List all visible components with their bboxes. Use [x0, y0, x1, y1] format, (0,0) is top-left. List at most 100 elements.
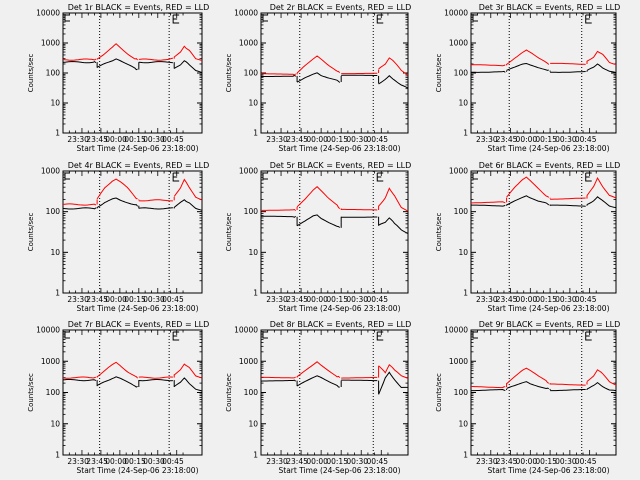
corner-marker: [472, 14, 478, 22]
y-tick-label: 100: [454, 207, 469, 216]
x-tick-label: 00:15: [124, 295, 146, 304]
y-tick-label: 100: [244, 69, 259, 78]
events-line: [378, 217, 409, 234]
events-line: [173, 377, 203, 392]
y-tick-label: 10: [458, 99, 468, 108]
lld-line: [96, 178, 138, 200]
y-tick-label: 100: [244, 388, 259, 397]
x-tick-label: 23:30: [67, 457, 89, 466]
y-tick-label: 1000: [41, 39, 60, 48]
plot-frame: [62, 170, 203, 294]
y-tick-label: 1: [253, 450, 258, 459]
lld-line: [550, 197, 586, 200]
panel-title: Det 6r BLACK = Events, RED = LLD: [479, 161, 621, 170]
panel-title: Det 4r BLACK = Events, RED = LLD: [68, 161, 210, 170]
panel-4: Det 4r BLACK = Events, RED = LLD 1 10 100 10…: [27, 161, 209, 313]
y-tick-label: 1: [463, 450, 468, 459]
x-tick-label: 00:00: [516, 135, 538, 144]
y-axis-label: Counts/sec: [27, 54, 35, 93]
y-tick-label: 10: [248, 419, 258, 428]
corner-marker: [64, 331, 70, 339]
x-tick-label: 00:45: [162, 135, 184, 144]
panel-title: Det 5r BLACK = Events, RED = LLD: [270, 161, 412, 170]
x-tick-label: 23:30: [476, 135, 498, 144]
x-tick-label: 00:30: [143, 295, 165, 304]
lld-line: [296, 55, 341, 74]
lld-line: [261, 376, 296, 379]
x-tick-label: 00:15: [124, 135, 146, 144]
lld-line: [506, 367, 550, 385]
x-axis-label: Start Time (24-Sep-06 23:18:00): [77, 466, 199, 475]
lld-line: [470, 64, 506, 67]
corner-marker: [262, 14, 268, 22]
y-tick-label: 1000: [449, 357, 468, 366]
lld-line: [138, 376, 173, 379]
lld-line: [550, 383, 586, 386]
plot-frame: [470, 170, 617, 294]
lld-line: [261, 73, 297, 76]
y-tick-label: 10000: [36, 9, 60, 18]
y-tick-label: 1000: [41, 357, 60, 366]
x-axis-label: Start Time (24-Sep-06 23:18:00): [488, 304, 610, 313]
panel-title: Det 2r BLACK = Events, RED = LLD: [270, 3, 412, 12]
events-line: [260, 379, 297, 382]
flag-marker: [172, 331, 180, 341]
plot-frame: [260, 329, 409, 456]
panel-title: Det 3r BLACK = Events, RED = LLD: [479, 3, 621, 12]
panel-8: Det 8r BLACK = Events, RED = LLD 1 10 100 10…: [225, 320, 411, 475]
lld-line: [96, 361, 138, 379]
events-line: [296, 72, 341, 83]
x-tick-label: 00:30: [555, 457, 577, 466]
y-axis-label: Counts/sec: [435, 213, 443, 252]
x-tick-label: 23:30: [476, 295, 498, 304]
x-tick-label: 00:45: [575, 457, 597, 466]
y-tick-label: 10000: [234, 9, 258, 18]
x-tick-label: 00:00: [105, 457, 127, 466]
y-tick-label: 10: [50, 99, 60, 108]
lld-line: [586, 369, 617, 386]
events-line: [506, 195, 550, 206]
x-axis-label: Start Time (24-Sep-06 23:18:00): [279, 304, 401, 313]
events-line: [378, 75, 409, 89]
y-axis-label: Counts/sec: [225, 54, 233, 93]
y-tick-label: 100: [454, 69, 469, 78]
y-tick-label: 1: [253, 288, 258, 297]
x-tick-label: 00:00: [306, 295, 328, 304]
x-tick-label: 00:45: [162, 457, 184, 466]
y-axis-label: Counts/sec: [435, 373, 443, 412]
x-tick-label: 23:45: [496, 135, 518, 144]
x-tick-label: 00:30: [143, 135, 165, 144]
events-line: [378, 371, 408, 395]
events-line: [550, 71, 586, 73]
events-line: [506, 62, 549, 71]
x-tick-label: 00:15: [124, 457, 146, 466]
y-tick-label: 10: [458, 419, 468, 428]
lld-line: [471, 386, 506, 389]
y-tick-label: 1: [55, 288, 60, 297]
x-tick-label: 00:00: [516, 457, 538, 466]
x-tick-label: 00:30: [346, 295, 368, 304]
y-tick-label: 1: [55, 128, 60, 137]
plot-frame: [62, 12, 203, 134]
lld-line: [378, 187, 409, 212]
y-tick-label: 10: [50, 248, 60, 257]
corner-marker: [472, 172, 478, 180]
events-line: [173, 60, 203, 73]
plot-frame: [470, 12, 617, 134]
x-tick-label: 00:30: [555, 135, 577, 144]
y-tick-label: 10: [248, 248, 258, 257]
events-line: [296, 375, 340, 388]
x-tick-label: 23:45: [86, 295, 108, 304]
x-tick-label: 00:00: [105, 295, 127, 304]
y-tick-label: 10000: [444, 326, 468, 335]
plot-frame: [470, 329, 617, 456]
corner-marker: [262, 172, 268, 180]
x-tick-label: 23:45: [496, 457, 518, 466]
lld-line: [378, 57, 409, 76]
x-tick-label: 00:00: [306, 457, 328, 466]
events-line: [586, 63, 617, 74]
x-axis-label: Start Time (24-Sep-06 23:18:00): [279, 466, 401, 475]
panel-title: Det 9r BLACK = Events, RED = LLD: [479, 320, 621, 329]
y-tick-label: 1: [463, 128, 468, 137]
